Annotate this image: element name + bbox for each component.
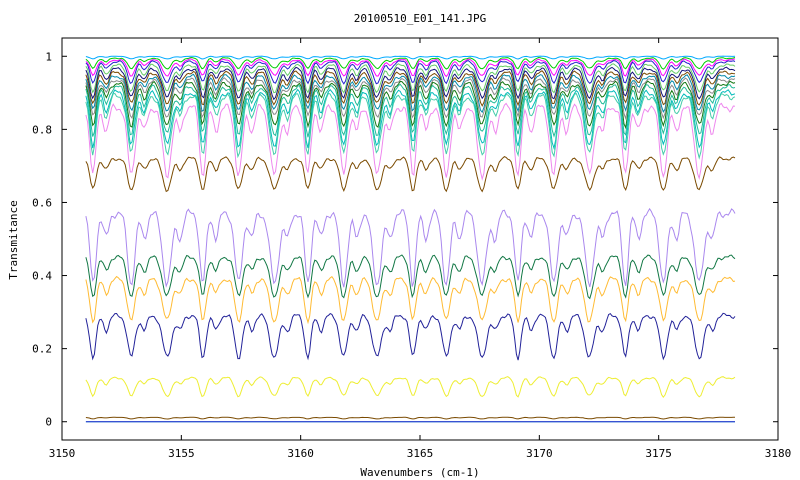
x-tick-label: 3170 <box>526 447 553 460</box>
series-layer <box>85 55 736 423</box>
series-line <box>85 156 736 193</box>
series-line <box>85 207 736 288</box>
series-line <box>85 66 736 101</box>
y-tick-label: 1 <box>45 50 52 63</box>
y-axis-label: Transmitance <box>7 200 20 279</box>
series-line <box>85 254 736 300</box>
series-line <box>85 55 736 60</box>
series-line <box>85 102 736 181</box>
y-tick-label: 0 <box>45 416 52 429</box>
series-line <box>85 80 736 130</box>
x-tick-label: 3175 <box>645 447 672 460</box>
series-line <box>85 312 736 361</box>
x-tick-label: 3180 <box>765 447 792 460</box>
x-tick-label: 3160 <box>287 447 314 460</box>
series-line <box>85 56 736 70</box>
x-axis: 3150 3155 3160 3165 3170 3175 3180 <box>49 38 792 460</box>
series-line <box>85 73 736 114</box>
x-axis-label: Wavenumbers (cm-1) <box>360 466 479 479</box>
y-tick-label: 0.4 <box>32 270 52 283</box>
x-tick-label: 3155 <box>168 447 195 460</box>
series-line <box>85 63 736 94</box>
y-tick-label: 0.6 <box>32 196 52 209</box>
series-line <box>85 83 736 138</box>
series-line <box>85 275 736 325</box>
series-line <box>85 92 736 160</box>
chart-title: 20100510_E01_141.JPG <box>354 12 486 25</box>
y-axis: 0 0.2 0.4 0.6 0.8 1 <box>32 50 778 429</box>
y-tick-label: 0.2 <box>32 343 52 356</box>
series-line <box>85 77 736 121</box>
series-line <box>85 58 736 78</box>
series-line <box>85 60 736 85</box>
series-line <box>85 70 736 107</box>
series-line <box>85 88 736 151</box>
x-tick-label: 3165 <box>407 447 434 460</box>
series-line <box>85 416 736 420</box>
x-tick-label: 3150 <box>49 447 76 460</box>
series-line <box>85 376 736 399</box>
y-tick-label: 0.8 <box>32 123 52 136</box>
